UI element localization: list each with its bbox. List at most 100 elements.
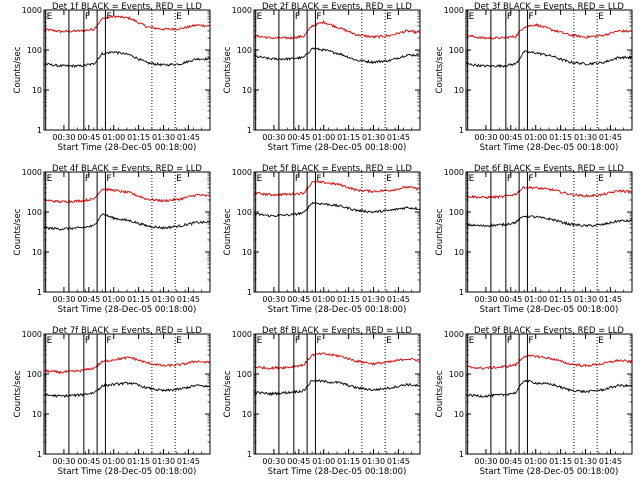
events-series-line	[43, 381, 211, 399]
x-tick-label: 01:00	[102, 133, 125, 142]
x-tick-label: 01:30	[362, 457, 385, 466]
lld-series-line	[43, 187, 211, 204]
x-tick-label: 00:30	[262, 295, 285, 304]
y-tick-label: 1000	[444, 6, 464, 15]
y-tick-label: 10	[454, 248, 464, 257]
y-tick-label: 100	[449, 370, 464, 379]
y-tick-label: 1	[459, 126, 464, 135]
marker-label: E	[469, 174, 475, 184]
x-axis-label: Start Time (28-Dec-05 00:18:00)	[268, 305, 407, 315]
panel-8: Det 8f BLACK = Events, RED = LLD 1 10 100 10…	[223, 326, 421, 477]
y-tick-label: 100	[27, 370, 42, 379]
marker-label: E	[386, 12, 392, 22]
x-tick-label: 01:45	[599, 133, 622, 142]
panel-title: Det 2f BLACK = Events, RED = LLD	[262, 2, 412, 12]
y-tick-label: 1	[459, 450, 464, 459]
x-tick-label: 01:45	[599, 295, 622, 304]
y-tick-label: 10	[32, 86, 42, 95]
x-tick-label: 01:00	[312, 295, 335, 304]
marker-label: F	[85, 174, 90, 184]
y-axis-label: Counts/sec	[13, 370, 23, 417]
y-axis-label: Counts/sec	[435, 46, 445, 93]
x-axis-label: Start Time (28-Dec-05 00:18:00)	[58, 305, 197, 315]
lld-series-line	[465, 22, 633, 40]
panel-title: Det 9f BLACK = Events, RED = LLD	[474, 326, 624, 336]
x-tick-label: 00:30	[52, 133, 75, 142]
y-tick-label: 1	[459, 288, 464, 297]
panel-9: Det 9f BLACK = Events, RED = LLD 1 10 100 10…	[435, 326, 633, 477]
x-tick-label: 00:30	[474, 295, 497, 304]
x-tick-label: 01:45	[177, 295, 200, 304]
x-axis-label: Start Time (28-Dec-05 00:18:00)	[268, 467, 407, 477]
y-tick-label: 1000	[22, 330, 42, 339]
x-tick-label: 00:30	[474, 133, 497, 142]
y-tick-label: 100	[449, 46, 464, 55]
marker-label: F	[85, 12, 90, 22]
x-tick-label: 01:45	[177, 457, 200, 466]
y-tick-label: 100	[449, 208, 464, 217]
lld-series-line	[253, 19, 421, 40]
x-tick-label: 01:45	[387, 457, 410, 466]
y-axis-label: Counts/sec	[223, 46, 233, 93]
x-tick-label: 01:30	[362, 295, 385, 304]
marker-label: E	[257, 174, 263, 184]
x-axis-label: Start Time (28-Dec-05 00:18:00)	[480, 467, 619, 477]
x-axis-label: Start Time (28-Dec-05 00:18:00)	[58, 467, 197, 477]
x-tick-label: 00:45	[499, 133, 522, 142]
y-tick-label: 10	[454, 86, 464, 95]
events-series-line	[465, 379, 633, 398]
x-tick-label: 01:30	[152, 295, 175, 304]
x-tick-label: 01:00	[312, 457, 335, 466]
x-axis-label: Start Time (28-Dec-05 00:18:00)	[480, 143, 619, 153]
x-tick-label: 01:45	[387, 133, 410, 142]
events-series-line	[253, 378, 421, 397]
x-tick-label: 00:45	[499, 457, 522, 466]
panel-title: Det 5f BLACK = Events, RED = LLD	[262, 164, 412, 174]
panel-5: Det 5f BLACK = Events, RED = LLD 1 10 100 10…	[223, 164, 421, 315]
x-tick-label: 01:30	[574, 457, 597, 466]
marker-label: F	[507, 336, 512, 346]
marker-label: E	[176, 174, 182, 184]
y-tick-label: 10	[242, 248, 252, 257]
events-series-line	[43, 212, 210, 231]
marker-label: F	[295, 12, 300, 22]
x-tick-label: 01:00	[524, 295, 547, 304]
marker-label: E	[386, 174, 392, 184]
y-tick-label: 1	[37, 288, 42, 297]
x-tick-label: 01:00	[524, 133, 547, 142]
y-tick-label: 10	[454, 410, 464, 419]
x-tick-label: 00:30	[262, 133, 285, 142]
x-tick-label: 01:15	[549, 457, 572, 466]
y-tick-label: 1	[247, 450, 252, 459]
marker-label: E	[176, 12, 182, 22]
marker-label: F	[316, 12, 321, 22]
x-tick-label: 01:30	[152, 457, 175, 466]
x-tick-label: 01:30	[152, 133, 175, 142]
marker-label: E	[47, 174, 53, 184]
panel-1: Det 1f BLACK = Events, RED = LLD 1 10 100 10…	[13, 2, 211, 153]
x-tick-label: 01:45	[599, 457, 622, 466]
marker-label: E	[386, 336, 392, 346]
marker-label: F	[106, 12, 111, 22]
x-tick-label: 01:00	[102, 457, 125, 466]
marker-label: F	[85, 336, 90, 346]
y-tick-label: 10	[32, 248, 42, 257]
x-tick-label: 01:00	[102, 295, 125, 304]
events-series-line	[465, 50, 633, 69]
x-tick-label: 01:15	[549, 295, 572, 304]
y-tick-label: 10	[32, 410, 42, 419]
y-tick-label: 1	[37, 450, 42, 459]
panel-title: Det 1f BLACK = Events, RED = LLD	[52, 2, 202, 12]
marker-label: E	[176, 336, 182, 346]
x-tick-label: 01:00	[312, 133, 335, 142]
panel-6: Det 6f BLACK = Events, RED = LLD 1 10 100 10…	[435, 164, 633, 315]
panel-2: Det 2f BLACK = Events, RED = LLD 1 10 100 10…	[223, 2, 421, 153]
y-tick-label: 1000	[22, 168, 42, 177]
x-axis-label: Start Time (28-Dec-05 00:18:00)	[480, 305, 619, 315]
marker-label: F	[316, 174, 321, 184]
x-tick-label: 00:30	[52, 295, 75, 304]
x-tick-label: 01:15	[127, 457, 150, 466]
marker-label: E	[257, 336, 263, 346]
marker-label: F	[507, 12, 512, 22]
